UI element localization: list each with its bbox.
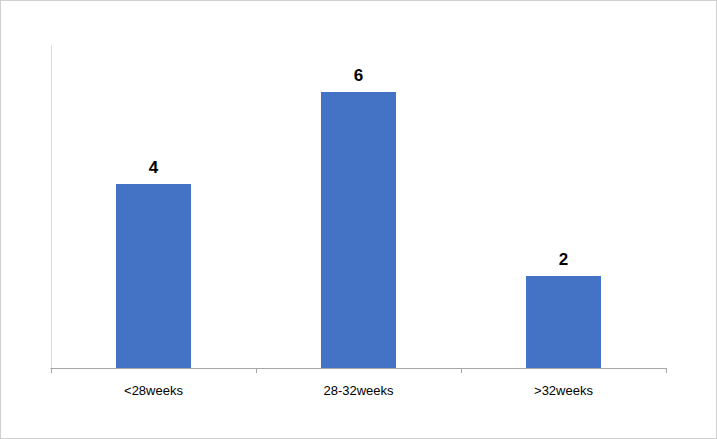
svg-text:28-32weeks: 28-32weeks xyxy=(323,383,394,398)
svg-text:4: 4 xyxy=(149,158,159,177)
svg-text:2: 2 xyxy=(559,250,568,269)
svg-text:6: 6 xyxy=(354,66,363,85)
svg-text:>32weeks: >32weeks xyxy=(534,383,593,398)
svg-text:<28weeks: <28weeks xyxy=(124,383,183,398)
